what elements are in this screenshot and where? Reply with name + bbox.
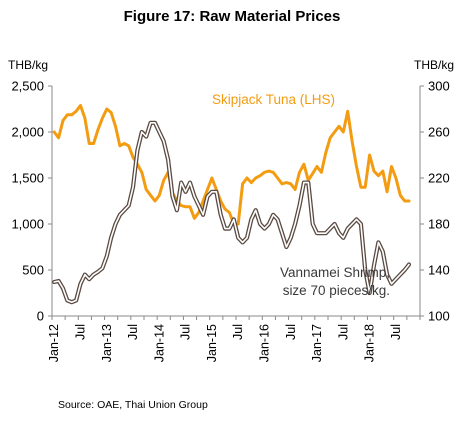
chart-title: Figure 17: Raw Material Prices [123,8,341,25]
vannamei-shrimp-label-line2: size 70 pieces/kg. [283,283,390,298]
right-tick-label: 180 [428,217,450,232]
left-tick-label: 1,000 [11,217,44,232]
x-tick-label: Jul [284,324,298,340]
left-axis-unit: THB/kg [8,58,49,72]
x-tick-label: Jul [389,324,403,340]
left-tick-label: 1,500 [11,171,44,186]
vannamei-shrimp-line [53,122,410,304]
right-tick-label: 100 [428,309,450,324]
right-tick-label: 260 [428,125,450,140]
x-tick-label: Jul [231,324,245,340]
x-tick-label: Jan-15 [205,324,219,362]
x-tick-label: Jan-13 [100,324,114,362]
x-tick-label: Jul [126,324,140,340]
x-tick-label: Jan-12 [47,324,61,362]
left-tick-label: 500 [22,263,44,278]
x-tick-label: Jul [179,324,193,340]
skipjack-tuna-line [52,104,411,226]
x-tick-label: Jul [73,324,87,340]
left-tick-label: 2,500 [11,79,44,94]
right-tick-label: 140 [428,263,450,278]
right-tick-label: 300 [428,79,450,94]
skipjack-tuna-label: Skipjack Tuna (LHS) [212,92,335,107]
x-tick-label: Jan-17 [310,324,324,362]
x-tick-label: Jul [336,324,350,340]
x-tick-label: Jan-14 [152,324,166,362]
left-tick-label: 0 [37,309,44,324]
right-tick-label: 220 [428,171,450,186]
vannamei-shrimp-label-line1: Vannamei Shrimp, [280,265,390,280]
x-tick-label: Jan-18 [363,324,377,362]
x-tick-label: Jan-16 [257,324,271,362]
chart-source: Source: OAE, Thai Union Group [58,399,208,411]
left-tick-label: 2,000 [11,125,44,140]
right-axis-unit: THB/kg [414,58,455,72]
